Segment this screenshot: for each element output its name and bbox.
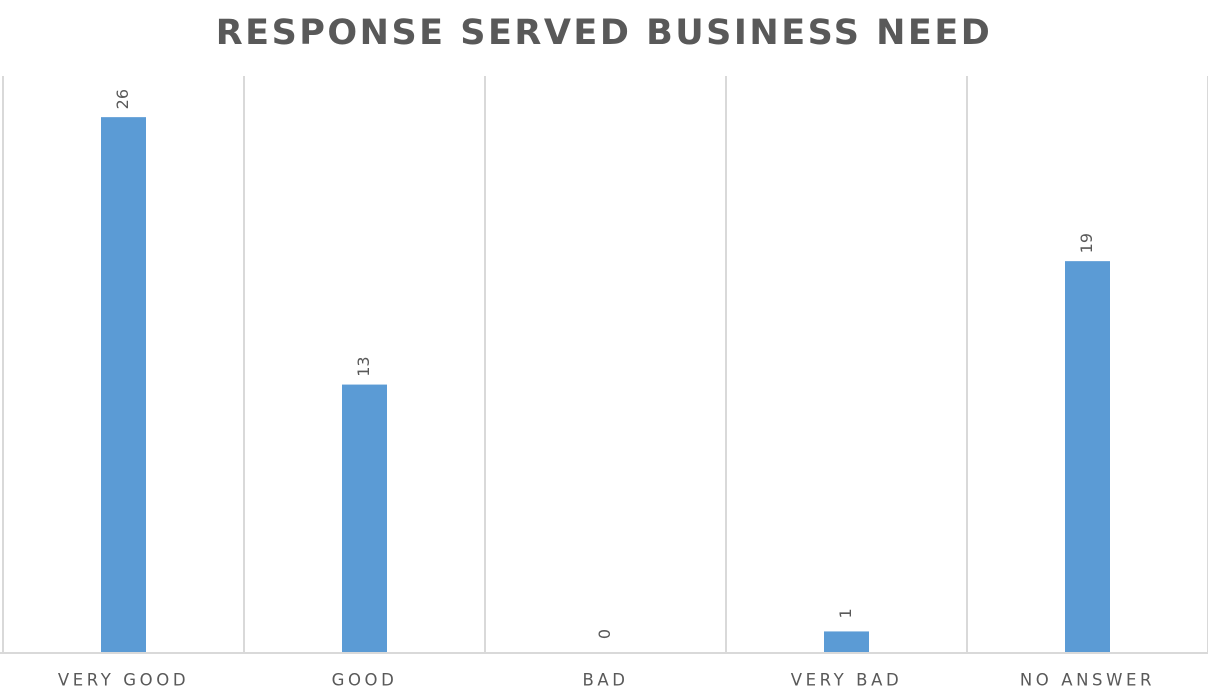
gridlines <box>0 76 1208 654</box>
category-label-very-good: VERY GOOD <box>58 671 189 690</box>
data-label-bad: 0 <box>595 629 614 639</box>
data-label-very-bad: 1 <box>836 608 855 618</box>
data-label-no-answer: 19 <box>1077 233 1096 253</box>
chart-title: RESPONSE SERVED BUSINESS NEED <box>216 13 993 53</box>
category-label-good: GOOD <box>332 671 398 690</box>
category-labels: VERY GOOD GOOD BAD VERY BAD NO ANSWER <box>58 671 1155 690</box>
category-label-very-bad: VERY BAD <box>791 671 903 690</box>
bar-good <box>342 384 387 652</box>
bar-no-answer <box>1065 261 1110 652</box>
category-label-bad: BAD <box>582 671 628 690</box>
data-labels: 26 13 0 1 19 <box>113 89 1096 639</box>
data-label-good: 13 <box>354 356 373 376</box>
bar-very-good <box>101 117 146 652</box>
bars <box>101 117 1110 652</box>
data-label-very-good: 26 <box>113 89 132 109</box>
category-label-no-answer: NO ANSWER <box>1020 671 1155 690</box>
bar-very-bad <box>824 631 869 652</box>
